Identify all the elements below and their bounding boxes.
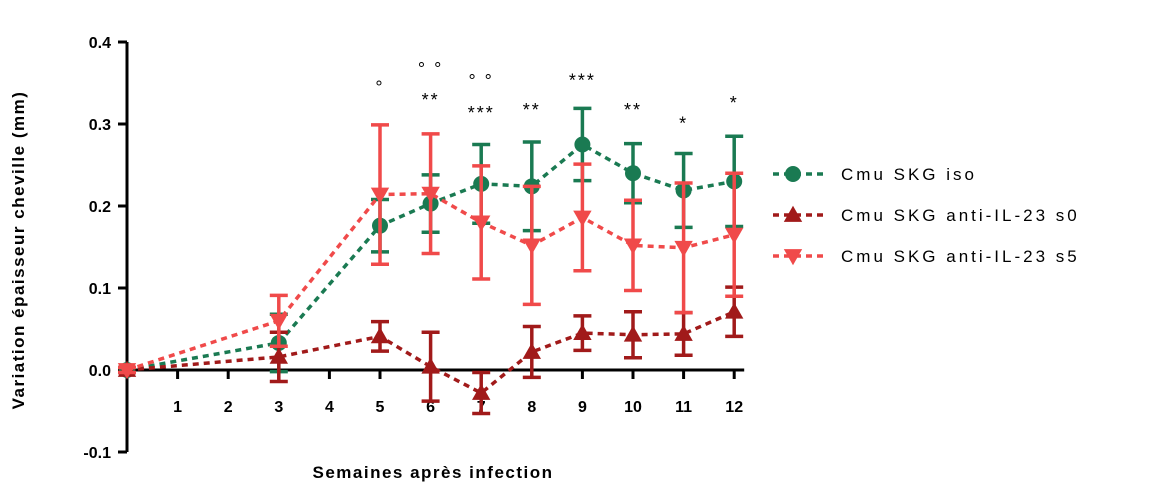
data-point — [472, 215, 491, 232]
legend-item: Cmu SKG iso — [773, 165, 977, 184]
x-tick-label: 3 — [274, 399, 283, 416]
y-tick-label: 0.2 — [89, 199, 111, 216]
data-point — [573, 323, 592, 340]
y-tick-label: 0.4 — [89, 35, 111, 52]
data-point — [725, 302, 744, 319]
series-3 — [117, 123, 744, 380]
data-point — [625, 165, 641, 182]
series-2 — [117, 285, 744, 416]
data-point — [370, 327, 390, 344]
data-point — [117, 363, 137, 380]
x-tick-label: 2 — [224, 399, 233, 416]
data-point — [522, 238, 541, 255]
significance-mark: ** — [624, 100, 642, 120]
significance-mark: ° — [375, 78, 384, 98]
significance-mark: ** — [422, 90, 440, 110]
y-tick-label: -0.1 — [83, 445, 111, 462]
data-point — [623, 238, 643, 255]
y-axis-title: Variation épaisseur cheville (mm) — [9, 91, 28, 410]
x-tick-labels: 123456789101112 — [173, 399, 743, 416]
data-point — [522, 342, 541, 359]
significance-mark: ** — [523, 100, 541, 120]
x-tick-label: 9 — [578, 399, 587, 416]
x-tick-label: 8 — [527, 399, 536, 416]
data-point — [370, 187, 390, 204]
y-tick-label: 0.0 — [89, 363, 111, 380]
data-point — [421, 357, 440, 374]
x-tick-label: 11 — [675, 399, 692, 416]
x-tick-label: 10 — [624, 399, 642, 416]
data-point — [623, 325, 643, 342]
legend-label: Cmu SKG iso — [841, 165, 977, 184]
y-tick-label: 0.3 — [89, 117, 111, 134]
data-point — [421, 186, 440, 203]
y-tick-labels: -0.1 0.0 0.1 0.2 0.3 0.4 — [83, 35, 111, 462]
significance-mark: ° ° — [468, 71, 493, 91]
x-tick-label: 6 — [426, 399, 435, 416]
x-axis-title: Semaines après infection — [312, 463, 553, 482]
series-line — [126, 142, 735, 372]
x-tick-label: 4 — [325, 399, 334, 416]
data-point — [785, 166, 801, 182]
x-tick-label: 12 — [725, 399, 743, 416]
y-tick-label: 0.1 — [89, 281, 111, 298]
significance-mark: *** — [569, 70, 596, 90]
significance-annotations: °° °**° °*** ********* — [375, 59, 739, 134]
significance-mark: ° ° — [418, 59, 443, 79]
data-point — [674, 240, 693, 258]
legend-label: Cmu SKG anti-IL-23 s0 — [841, 206, 1080, 225]
series-layer — [117, 106, 744, 416]
data-point — [783, 205, 803, 222]
x-tick-label: 5 — [376, 399, 385, 416]
data-point — [574, 136, 591, 153]
data-point — [269, 347, 288, 364]
data-point — [725, 227, 744, 244]
x-tick-label: 1 — [173, 399, 182, 416]
data-point — [472, 383, 491, 400]
data-point — [269, 313, 288, 330]
legend-item: Cmu SKG anti-IL-23 s5 — [773, 247, 1080, 266]
series-line — [126, 310, 735, 396]
data-point — [573, 210, 592, 227]
data-point — [783, 249, 803, 266]
legend-item: Cmu SKG anti-IL-23 s0 — [773, 205, 1080, 225]
significance-mark: * — [679, 114, 688, 134]
significance-mark: *** — [468, 103, 495, 123]
data-point — [674, 324, 693, 341]
significance-mark: * — [730, 93, 739, 113]
legend-label: Cmu SKG anti-IL-23 s5 — [841, 247, 1080, 266]
legend: Cmu SKG iso Cmu SKG anti-IL-23 s0 Cmu SKG … — [773, 165, 1080, 266]
